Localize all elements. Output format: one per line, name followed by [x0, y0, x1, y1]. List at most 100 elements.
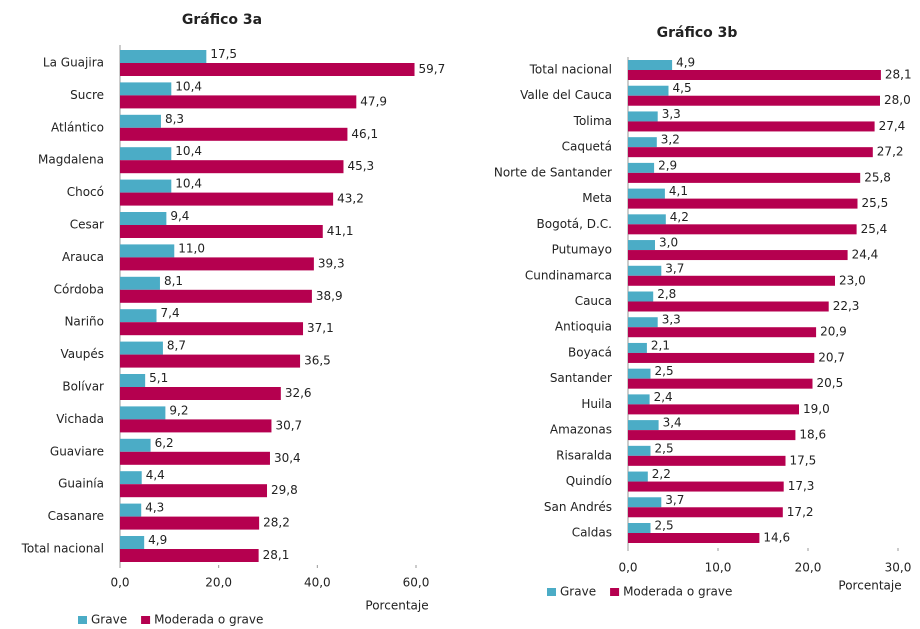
y-tick-label: Cesar	[70, 218, 104, 232]
y-tick-label: Vaupés	[61, 347, 105, 361]
data-label: 28,2	[263, 516, 290, 530]
data-label: 41,1	[327, 224, 354, 238]
data-label: 38,9	[316, 289, 343, 303]
bar	[120, 549, 259, 562]
bar	[120, 516, 260, 530]
bar	[120, 244, 175, 258]
y-tick-label: La Guajira	[43, 56, 104, 70]
data-label: 2,5	[655, 364, 674, 378]
data-label: 45,3	[347, 159, 374, 173]
bar	[628, 60, 673, 70]
x-tick-label: 30,0	[885, 561, 912, 575]
data-label: 4,9	[676, 56, 695, 70]
y-tick-label: Norte de Santander	[494, 165, 612, 179]
bar	[628, 471, 648, 482]
data-label: 32,6	[285, 386, 312, 400]
bar	[120, 95, 357, 109]
bar	[120, 127, 348, 141]
data-label: 19,0	[803, 402, 830, 416]
bar	[120, 406, 166, 420]
bar	[628, 533, 760, 543]
data-label: 4,3	[145, 501, 164, 515]
data-label: 2,5	[655, 441, 674, 455]
data-label: 10,4	[175, 79, 202, 93]
bar	[120, 114, 161, 128]
bar	[628, 95, 880, 106]
bar	[628, 214, 666, 225]
bar	[628, 497, 662, 508]
legend-label: Moderada o grave	[623, 585, 732, 599]
bar	[628, 188, 665, 199]
y-tick-label: Caquetá	[562, 140, 612, 154]
y-tick-label: Meta	[582, 191, 612, 205]
bar	[628, 111, 658, 122]
data-label: 10,4	[175, 144, 202, 158]
bar	[120, 179, 172, 193]
bar	[628, 70, 881, 80]
data-label: 25,5	[862, 196, 889, 210]
data-label: 7,4	[161, 306, 180, 320]
y-tick-label: Arauca	[62, 250, 104, 264]
bar	[628, 121, 875, 132]
bar	[628, 455, 786, 466]
y-tick-label: Total nacional	[529, 63, 612, 77]
data-label: 59,7	[419, 62, 446, 76]
data-label: 36,5	[304, 354, 331, 368]
bar	[120, 276, 160, 290]
data-label: 4,2	[670, 210, 689, 224]
y-tick-label: Santander	[550, 371, 612, 385]
data-label: 4,4	[146, 468, 165, 482]
bar	[120, 160, 344, 174]
y-tick-label: Bogotá, D.C.	[537, 217, 612, 231]
bar	[628, 224, 857, 235]
bar	[628, 240, 655, 251]
data-label: 2,5	[655, 519, 674, 533]
bar	[628, 507, 783, 518]
legend-swatch	[78, 616, 87, 624]
x-tick-label: 20,0	[795, 561, 822, 575]
data-label: 4,9	[148, 533, 167, 547]
data-label: 3,7	[665, 261, 684, 275]
data-label: 25,4	[861, 222, 888, 236]
data-label: 4,1	[669, 184, 688, 198]
bar	[120, 471, 142, 485]
bar	[628, 404, 799, 415]
y-tick-label: Quindío	[566, 474, 612, 488]
y-tick-label: Nariño	[64, 315, 104, 329]
bar	[628, 291, 654, 302]
y-tick-label: Risaralda	[556, 448, 612, 462]
legend-swatch	[547, 588, 556, 596]
bar	[120, 484, 268, 498]
y-tick-label: Valle del Cauca	[520, 88, 612, 102]
legend-swatch	[141, 616, 151, 624]
data-label: 4,5	[673, 81, 692, 95]
data-label: 2,4	[654, 390, 673, 404]
y-tick-label: Vichada	[56, 412, 104, 426]
data-label: 17,5	[210, 47, 237, 61]
x-tick-label: 0,0	[110, 576, 129, 590]
data-label: 22,3	[833, 299, 860, 313]
data-label: 8,3	[165, 112, 184, 126]
data-label: 39,3	[318, 256, 345, 270]
y-tick-label: Boyacá	[568, 345, 612, 359]
bar	[628, 368, 651, 379]
bar	[120, 309, 157, 323]
legend-swatch	[610, 588, 620, 596]
data-label: 37,1	[307, 321, 334, 335]
y-tick-label: Huila	[581, 397, 612, 411]
bar	[120, 63, 415, 76]
data-label: 20,9	[820, 325, 847, 339]
bar	[120, 387, 281, 400]
data-label: 27,4	[879, 119, 906, 133]
bar	[120, 257, 314, 271]
data-label: 24,4	[852, 248, 879, 262]
x-axis-label: Porcentaje	[838, 579, 901, 593]
y-tick-label: Antioquia	[555, 320, 612, 334]
data-label: 20,7	[818, 350, 845, 364]
x-tick-label: 40,0	[304, 576, 331, 590]
bar	[628, 378, 813, 389]
y-tick-label: Putumayo	[552, 243, 612, 257]
chart-title: Gráfico 3a	[182, 12, 262, 28]
data-label: 3,4	[663, 416, 682, 430]
